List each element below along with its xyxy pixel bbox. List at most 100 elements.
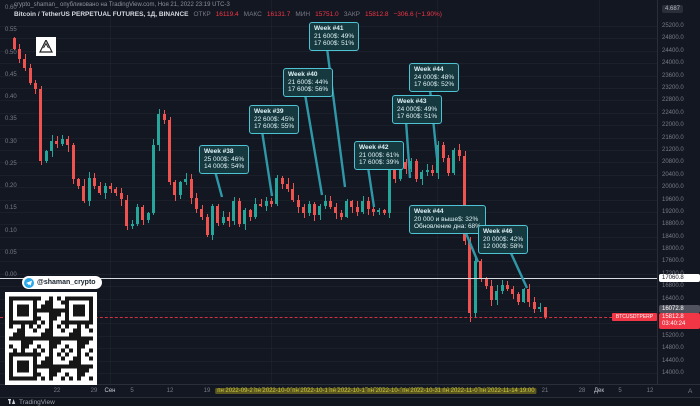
callout-week-44-6[interactable]: Week #44 24 000$: 48% 17 600$: 52% — [409, 63, 460, 92]
symbol-info-row[interactable]: Bitcoin / TetherUS PERPETUAL FUTURES, 1Д… — [14, 11, 442, 18]
candle — [227, 216, 231, 222]
callout-week-41-3[interactable]: Week #41 21 600$: 49% 17 600$: 51% — [309, 22, 360, 51]
time-axis-label: 5 — [130, 388, 134, 394]
price-axis-label: 15200.0 — [662, 332, 684, 339]
candle — [168, 120, 172, 183]
time-axis-label: 19 — [203, 388, 211, 394]
callout-week-44-7[interactable]: Week #44 20 000 и выше$: 32% Обновление дн… — [409, 205, 486, 234]
candle — [420, 171, 424, 180]
gridline-horizontal — [0, 348, 657, 350]
gridline-vertical — [437, 0, 438, 384]
candle — [543, 307, 547, 317]
left-price-scale[interactable]: 0.60 0.55 0.50 0.45 0.40 0.35 0.30 0.25 0.20 0.15… — [0, 0, 24, 389]
close-value: 15812.8 — [365, 11, 389, 18]
gridline-horizontal — [0, 298, 657, 300]
candle — [119, 193, 123, 200]
tradingview-logo-icon[interactable] — [8, 398, 16, 406]
time-axis-label: 28 — [578, 388, 586, 394]
price-axis-label: 24800.0 — [662, 35, 684, 42]
callout-line2: 12 000$: 58% — [483, 243, 524, 250]
callout-week-38-0[interactable]: Week #38 25 000$: 46% 14 000$: 54% — [199, 145, 250, 174]
gridline-horizontal — [0, 249, 657, 251]
candle — [409, 160, 413, 169]
callout-week-43-5[interactable]: Week #43 24 000$: 49% 17 600$: 51% — [392, 95, 443, 124]
price-axis-label: 18000.0 — [662, 246, 684, 253]
qr-center-logo-icon — [36, 37, 56, 56]
gridline-horizontal — [0, 149, 657, 151]
left-axis-label: 0.25 — [5, 160, 17, 167]
low-label: МИН — [295, 11, 311, 18]
candle — [296, 199, 300, 208]
price-axis-label: 24000.0 — [662, 60, 684, 67]
callout-title: Week #40 — [288, 71, 318, 78]
candle — [151, 145, 155, 214]
candle — [264, 201, 268, 206]
scale-mode-label[interactable]: А — [688, 388, 693, 395]
candle — [286, 184, 290, 189]
candle — [452, 149, 456, 174]
candle — [527, 289, 531, 302]
gridline-horizontal — [0, 199, 657, 201]
gridline-vertical — [110, 0, 111, 384]
candle — [441, 145, 445, 158]
right-price-scale[interactable]: 4.687 17060.8 16072.8 15812.8 03:40:24 2… — [657, 0, 700, 384]
candle — [210, 205, 214, 236]
candle — [71, 145, 75, 180]
callout-title: Week #41 — [314, 25, 344, 32]
candle — [98, 185, 102, 194]
price-axis-label: 24400.0 — [662, 47, 684, 54]
candle — [66, 139, 70, 146]
open-value: 16119.4 — [215, 11, 239, 18]
gridline-horizontal — [0, 286, 657, 288]
telegram-icon — [24, 277, 34, 288]
chart-plot-area[interactable]: Week #38 25 000$: 46% 14 000$: 54% Week #39… — [0, 0, 657, 384]
candle — [23, 58, 27, 68]
left-axis-label: 0.20 — [5, 183, 17, 189]
callout-line2: Обновление дна: 68% — [414, 223, 481, 230]
callout-week-42-4[interactable]: Week #42 21 000$: 61% 17 600$: 39% — [354, 141, 405, 170]
candle — [414, 160, 418, 180]
price-line-label: 17060.8 — [659, 274, 700, 283]
last-price-label: 15812.8 03:40:24 — [659, 312, 700, 329]
candle — [275, 177, 279, 205]
time-axis-label: Сен — [104, 388, 116, 394]
candle — [302, 207, 306, 214]
telegram-handle: @shaman_crypto — [37, 279, 96, 286]
callout-title: Week #42 — [359, 144, 389, 151]
price-axis-label: 22000.0 — [662, 122, 684, 129]
candle — [178, 182, 182, 195]
candle — [318, 205, 322, 215]
callout-week-40-2[interactable]: Week #40 21 600$: 44% 17 600$: 56% — [283, 68, 334, 97]
candle — [92, 177, 96, 186]
gridline-horizontal — [0, 162, 657, 164]
gridline-horizontal — [0, 273, 657, 275]
tradingview-brand-text[interactable]: TradingView — [19, 398, 55, 406]
candle — [532, 301, 536, 310]
candle — [60, 139, 64, 144]
candle — [12, 38, 16, 50]
gridline-horizontal — [0, 311, 657, 313]
candle — [44, 151, 48, 161]
candle — [221, 216, 225, 223]
price-axis-label: 17200.0 — [662, 271, 684, 277]
time-scale[interactable]: А 22 29 Сен 5 12 19 пн 2022-09-26 10:00 пн 2022… — [0, 384, 700, 398]
gridline-horizontal — [0, 360, 657, 362]
candle — [339, 213, 343, 217]
candle — [393, 163, 397, 180]
candle — [291, 188, 295, 200]
time-axis-label: Дек — [593, 388, 605, 394]
callout-week-46-8[interactable]: Week #46 20 000$: 42% 12 000$: 58% — [478, 225, 529, 254]
candle — [50, 140, 54, 152]
horizontal-price-line[interactable] — [0, 278, 657, 279]
high-label: МАКС — [243, 11, 262, 18]
gridline-vertical — [599, 0, 600, 384]
left-axis-label: 0.60 — [5, 5, 17, 11]
symbol-title: Bitcoin / TetherUS PERPETUAL FUTURES, 1Д… — [14, 11, 189, 18]
left-axis-label: 0.00 — [5, 272, 17, 278]
price-axis-label: 23600.0 — [662, 72, 684, 79]
candle — [280, 177, 284, 184]
callout-week-39-1[interactable]: Week #39 22 600$: 45% 17 600$: 55% — [249, 105, 300, 134]
price-axis-label: 19200.0 — [662, 208, 684, 215]
callout-line2: 17 600$: 39% — [359, 159, 400, 166]
